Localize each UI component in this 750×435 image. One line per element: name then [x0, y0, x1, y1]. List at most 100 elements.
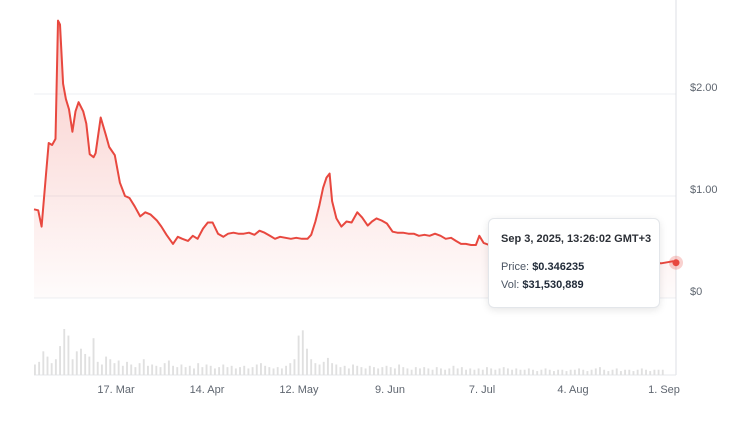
y-tick-label: $2.00 [690, 82, 718, 94]
volume-bar [318, 364, 321, 375]
volume-bar [147, 365, 149, 375]
volume-bar [34, 364, 36, 375]
volume-bar [423, 367, 426, 375]
volume-bar [84, 353, 87, 375]
volume-bar [611, 369, 614, 375]
volume-bar [490, 368, 493, 375]
volume-bar [603, 369, 606, 375]
gridlines [34, 0, 677, 376]
volume-bar [71, 359, 74, 375]
volume-bar [632, 371, 635, 375]
volume-bar [385, 365, 388, 375]
volume-bar [155, 365, 158, 375]
volume-bar [364, 368, 367, 375]
volume-bar [197, 363, 200, 375]
volume-bar [222, 364, 225, 375]
volume-bar [523, 369, 526, 375]
volume-bar [544, 368, 547, 375]
volume-bar [50, 363, 53, 375]
volume-bar [264, 365, 267, 375]
volume-bar [498, 368, 501, 375]
volume-bar [352, 364, 354, 375]
volume-bars [34, 329, 664, 375]
volume-bar [356, 365, 359, 375]
tooltip-price-row: Price: $0.346235 [501, 261, 659, 273]
volume-bar [557, 369, 560, 375]
x-axis-ticks: 17. Mar 14. Apr 12. May 9. Jun 7. Jul 4. Aug 1… [97, 384, 680, 396]
volume-bar [38, 361, 41, 375]
volume-bar [46, 356, 49, 375]
volume-bar [260, 363, 262, 375]
tooltip-date: Sep 3, 2025, 13:26:02 GMT+3 [501, 233, 652, 245]
volume-bar [293, 359, 296, 375]
volume-bar [314, 363, 317, 375]
volume-bar [569, 369, 572, 375]
volume-bar [494, 369, 497, 375]
volume-bar [636, 369, 639, 375]
volume-bar [431, 369, 434, 375]
volume-bar [306, 348, 308, 375]
volume-bar [184, 367, 187, 375]
volume-bar [486, 367, 488, 375]
volume-bar [389, 367, 392, 375]
volume-bar [448, 368, 451, 375]
volume-bar [209, 365, 212, 375]
volume-bar [176, 367, 179, 375]
volume-bar [339, 367, 342, 375]
volume-bar [578, 368, 580, 375]
volume-bar [117, 360, 120, 375]
volume-bar [653, 369, 656, 375]
volume-bar [42, 351, 45, 375]
volume-bar [100, 364, 103, 375]
volume-bar [368, 365, 371, 375]
volume-bar [151, 364, 154, 375]
y-tick-label: $1.00 [690, 184, 718, 196]
volume-bar [435, 367, 438, 375]
volume-bar [322, 361, 325, 375]
volume-bar [519, 369, 522, 375]
tooltip-price-label: Price: [501, 261, 530, 273]
hover-marker-dot [672, 259, 680, 267]
x-tick-label: 9. Jun [375, 384, 405, 396]
volume-bar [460, 367, 463, 375]
volume-bar [439, 368, 442, 375]
volume-bar [406, 368, 409, 375]
volume-bar [402, 367, 405, 375]
volume-bar [297, 335, 300, 375]
volume-bar [511, 369, 514, 375]
hover-marker [669, 255, 683, 270]
volume-bar [398, 364, 401, 375]
volume-bar [573, 369, 576, 375]
volume-bar [276, 367, 279, 375]
volume-bar [201, 367, 204, 375]
volume-bar [565, 371, 568, 375]
volume-bar [599, 367, 601, 375]
volume-bar [473, 369, 476, 375]
volume-bar [419, 368, 421, 375]
volume-bar [481, 369, 484, 375]
volume-bar [251, 367, 254, 375]
volume-bar [138, 363, 141, 375]
volume-bar [226, 367, 229, 375]
y-tick-label: $0 [690, 286, 702, 298]
volume-bar [167, 360, 170, 375]
volume-bar [657, 369, 660, 375]
tooltip-vol-value: $31,530,889 [522, 279, 584, 291]
volume-bar [272, 368, 275, 375]
tooltip-vol-row: Vol: $31,530,889 [501, 279, 659, 291]
volume-bar [54, 359, 57, 375]
x-tick-label: 1. Sep [648, 384, 680, 396]
volume-bar [213, 368, 216, 375]
volume-bar [619, 371, 622, 375]
volume-bar [607, 371, 610, 375]
volume-bar [628, 369, 631, 375]
volume-bar [59, 346, 61, 375]
volume-bar [335, 364, 338, 375]
volume-bar [506, 368, 509, 375]
volume-bar [582, 369, 585, 375]
volume-bar [527, 368, 530, 375]
volume-bar [477, 368, 480, 375]
volume-bar [456, 368, 459, 375]
volume-bar [310, 359, 313, 375]
